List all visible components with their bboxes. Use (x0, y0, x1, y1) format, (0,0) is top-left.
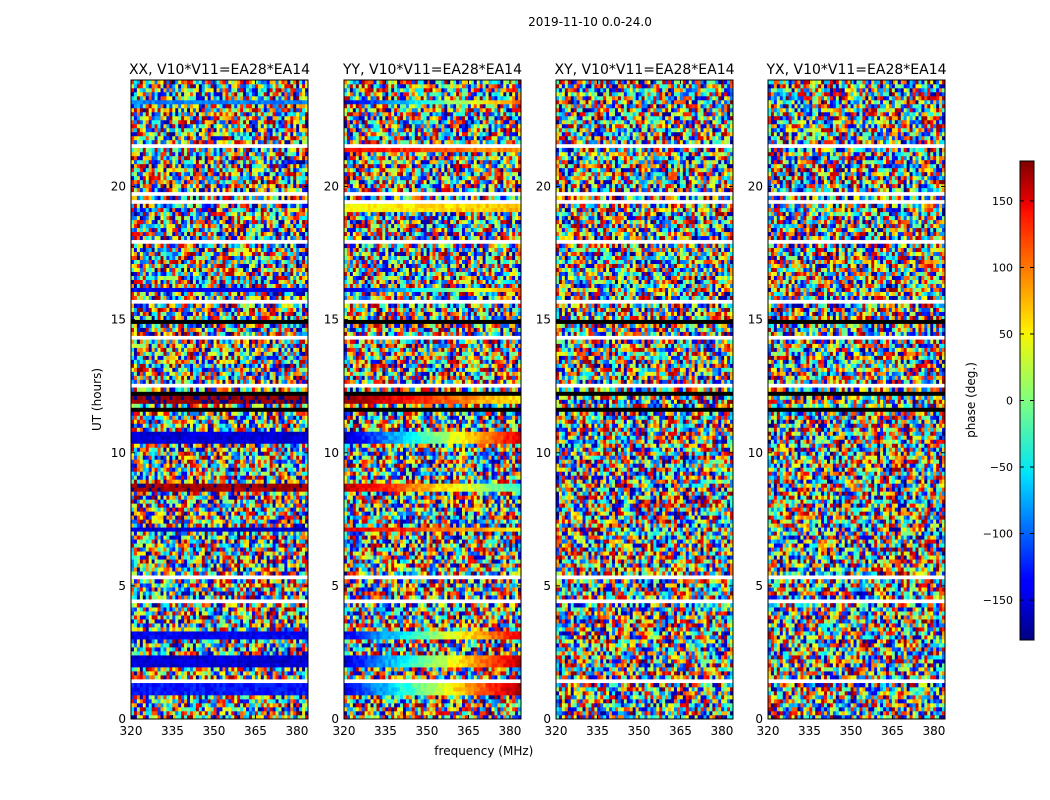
colorbar-ticks: 150 100 50 0 −50 −100 −150 (983, 195, 1034, 607)
panel-3: XY, V10*V11=EA28*EA14 320 335 350 365 380 0 5 10… (536, 62, 735, 738)
y-tick-label: 0 (755, 712, 763, 726)
flagged-row (556, 319, 733, 324)
x-tick-label: 320 (545, 724, 568, 738)
y-tick-label: 10 (324, 446, 339, 460)
panel-title: XX, V10*V11=EA28*EA14 (129, 62, 310, 78)
flagged-row (556, 407, 733, 412)
y-tick-label: 5 (118, 579, 126, 593)
panels: XX, V10*V11=EA28*EA14 320 335 350 365 380 0 5 10… (90, 62, 947, 758)
y-tick-label: 20 (536, 180, 551, 194)
x-tick-label: 350 (203, 724, 226, 738)
colorbar-tick-label: 0 (1006, 395, 1013, 408)
y-tick-label: 20 (324, 180, 339, 194)
x-tick-label: 350 (416, 724, 439, 738)
flagged-row (768, 391, 945, 396)
colorbar-tick-label: −50 (990, 461, 1013, 474)
x-tick-label: 335 (586, 724, 609, 738)
y-tick-label: 15 (324, 313, 339, 327)
x-tick-label: 365 (457, 724, 480, 738)
colorbar-tick-label: −150 (983, 594, 1013, 607)
heatmap-cells (556, 80, 734, 720)
x-tick-label: 335 (798, 724, 821, 738)
x-tick-label: 365 (244, 724, 267, 738)
x-tick-label: 380 (922, 724, 945, 738)
x-tick-label: 380 (285, 724, 308, 738)
flagged-row (344, 391, 521, 396)
y-tick-label: 15 (111, 313, 126, 327)
colorbar-tick-label: 50 (999, 328, 1013, 341)
y-tick-label: 5 (331, 579, 339, 593)
y-tick-label: 10 (748, 446, 763, 460)
panel-title: XY, V10*V11=EA28*EA14 (554, 62, 734, 78)
flagged-row (768, 407, 945, 412)
y-tick-label: 5 (543, 579, 551, 593)
y-tick-label: 10 (111, 446, 126, 460)
x-tick-label: 365 (669, 724, 692, 738)
axes-frame (130, 79, 309, 720)
colorbar-label: phase (deg.) (964, 362, 978, 438)
y-tick-label: 5 (755, 579, 763, 593)
colorbar-tick-label: −100 (983, 528, 1013, 541)
x-tick-label: 380 (710, 724, 733, 738)
flagged-row (556, 391, 733, 396)
x-tick-label: 350 (628, 724, 651, 738)
panel-2: YY, V10*V11=EA28*EA14 320 335 350 365 380 0 5 10… (324, 62, 534, 758)
x-axis-label: frequency (MHz) (434, 744, 533, 758)
colorbar: 150 100 50 0 −50 −100 −150 phase (deg.) (964, 160, 1035, 641)
flagged-row (344, 407, 521, 412)
heatmap-cells (768, 80, 946, 720)
flagged-row (131, 319, 308, 324)
flagged-row (768, 319, 945, 324)
y-tick-label: 0 (543, 712, 551, 726)
heatmap-cells (344, 80, 522, 720)
colorbar-tick-label: 100 (992, 261, 1013, 274)
panel-title: YY, V10*V11=EA28*EA14 (342, 62, 522, 78)
y-tick-label: 10 (536, 446, 551, 460)
y-tick-label: 20 (748, 180, 763, 194)
y-tick-label: 0 (331, 712, 339, 726)
panel-4: YX, V10*V11=EA28*EA14 320 335 350 365 380 0 5 10… (748, 62, 947, 738)
heatmap-cells (131, 80, 309, 720)
x-tick-label: 365 (881, 724, 904, 738)
x-tick-label: 350 (840, 724, 863, 738)
x-tick-label: 320 (757, 724, 780, 738)
panel-title: YX, V10*V11=EA28*EA14 (765, 62, 946, 78)
y-tick-label: 15 (748, 313, 763, 327)
x-tick-label: 335 (161, 724, 184, 738)
y-tick-label: 0 (118, 712, 126, 726)
x-tick-label: 320 (120, 724, 143, 738)
panel-1: XX, V10*V11=EA28*EA14 320 335 350 365 380 0 5 10… (90, 62, 310, 738)
figure-suptitle: 2019-11-10 0.0-24.0 (528, 15, 652, 29)
flagged-row (344, 319, 521, 324)
axes-frame (555, 79, 734, 720)
axes-frame (767, 79, 946, 720)
colorbar-tick-label: 150 (992, 195, 1013, 208)
x-tick-label: 320 (333, 724, 356, 738)
x-tick-label: 380 (498, 724, 521, 738)
flagged-row (131, 391, 308, 396)
y-axis-label: UT (hours) (90, 368, 104, 431)
flagged-row (131, 407, 308, 412)
y-tick-label: 20 (111, 180, 126, 194)
y-tick-label: 15 (536, 313, 551, 327)
x-tick-label: 335 (374, 724, 397, 738)
axes-frame (343, 79, 522, 720)
